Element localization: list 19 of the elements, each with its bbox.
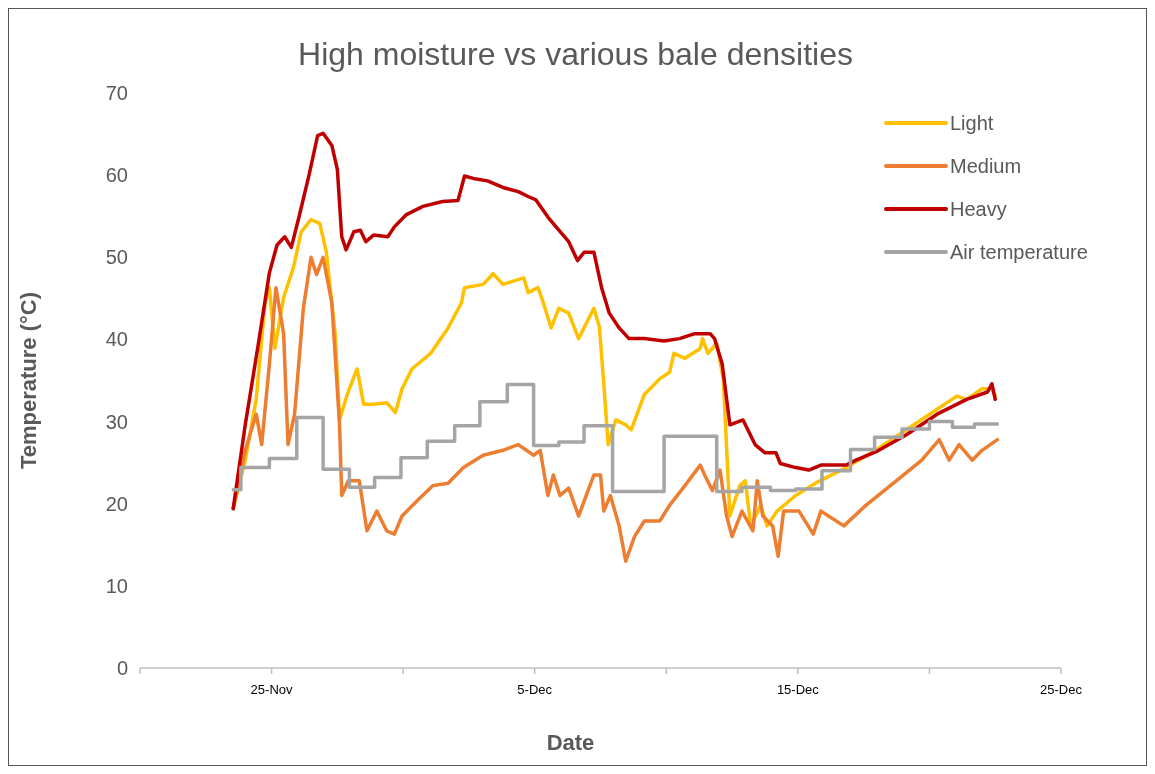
x-tick-label: 25-Dec <box>1040 682 1083 697</box>
legend-label: Air temperature <box>950 241 1088 263</box>
y-tick-label: 20 <box>105 492 128 515</box>
y-tick-label: 10 <box>105 574 128 597</box>
y-axis-title: Temperature (°C) <box>16 291 41 470</box>
x-tick-label: 5-Dec <box>517 682 553 697</box>
x-tick-label: 15-Dec <box>776 682 820 697</box>
x-tick-label: 25-Nov <box>250 682 294 697</box>
y-tick-label: 50 <box>105 246 128 269</box>
chart-title: High moisture vs various bale densities <box>298 36 853 72</box>
y-tick-label: 0 <box>116 657 128 679</box>
legend-label: Medium <box>950 155 1022 177</box>
y-tick-label: 70 <box>105 82 128 104</box>
x-axis-title: Date <box>546 730 595 755</box>
y-tick-label: 40 <box>105 328 128 351</box>
legend-label: Light <box>950 112 994 134</box>
y-tick-label: 30 <box>105 410 128 433</box>
legend-label: Heavy <box>950 198 1007 220</box>
y-tick-label: 60 <box>105 164 128 187</box>
